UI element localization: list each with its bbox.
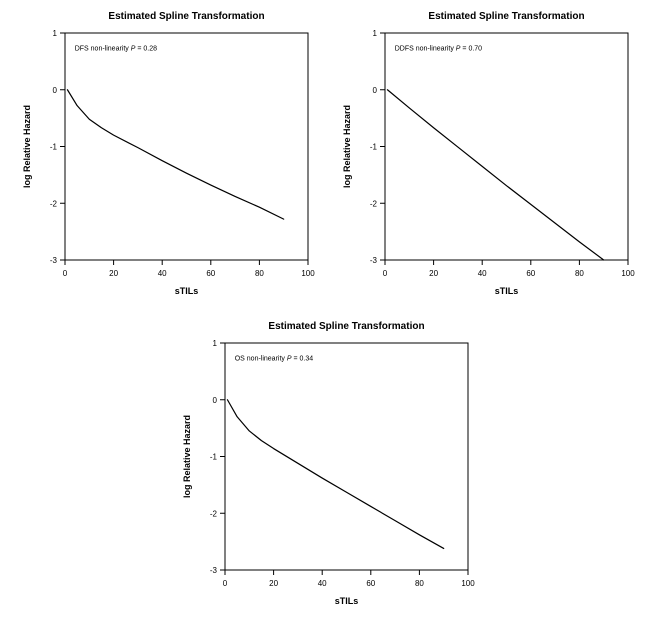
x-tick-label: 80	[255, 269, 264, 278]
x-tick-label: 0	[223, 579, 228, 588]
chart-title: Estimated Spline Transformation	[428, 11, 584, 22]
chart-os: Estimated Spline Transformation 0 20 40 60 80…	[170, 315, 480, 615]
y-tick-label: -3	[50, 256, 58, 265]
y-tick-label: 1	[373, 29, 378, 38]
x-axis-label: sTILs	[335, 596, 359, 606]
annotation-suffix: = 0.70	[460, 46, 482, 53]
x-tick-label: 20	[109, 269, 118, 278]
x-tick-label: 100	[301, 269, 315, 278]
y-tick-label: 1	[213, 339, 218, 348]
y-axis-label: log Relative Hazard	[182, 415, 192, 498]
panel-ddfs: Estimated Spline Transformation 0 20 40 60 80…	[330, 5, 640, 305]
y-tick-label: -2	[370, 199, 378, 208]
chart-ddfs: Estimated Spline Transformation 0 20 40 60 80…	[330, 5, 640, 305]
nonlinearity-annotation: OS non-linearity P = 0.34	[235, 356, 314, 363]
y-tick-label: 1	[53, 29, 58, 38]
x-tick-label: 100	[621, 269, 635, 278]
annotation-suffix: = 0.34	[292, 356, 314, 363]
x-tick-label: 40	[158, 269, 167, 278]
x-tick-label: 0	[383, 269, 388, 278]
chart-title: Estimated Spline Transformation	[108, 11, 264, 22]
x-tick-label: 60	[526, 269, 535, 278]
chart-dfs: Estimated Spline Transformation 0 20 40 60 80…	[10, 5, 320, 305]
y-tick-label: -1	[50, 143, 58, 152]
y-axis-label: log Relative Hazard	[342, 105, 352, 188]
panel-dfs: Estimated Spline Transformation 0 20 40 60 80…	[10, 5, 320, 305]
y-tick-label: 0	[53, 86, 58, 95]
x-tick-label: 40	[318, 579, 327, 588]
y-tick-label: -2	[50, 199, 58, 208]
annotation-prefix: DFS non-linearity	[75, 46, 131, 53]
x-tick-label: 60	[206, 269, 215, 278]
annotation-prefix: OS non-linearity	[235, 356, 287, 363]
chart-title: Estimated Spline Transformation	[268, 321, 424, 332]
x-tick-label: 20	[269, 579, 278, 588]
y-tick-label: -1	[210, 453, 218, 462]
y-tick-label: 0	[373, 86, 378, 95]
y-tick-label: -3	[210, 566, 218, 575]
y-tick-label: 0	[213, 396, 218, 405]
x-tick-label: 20	[429, 269, 438, 278]
x-tick-label: 60	[366, 579, 375, 588]
x-tick-label: 80	[575, 269, 584, 278]
x-tick-label: 0	[63, 269, 68, 278]
annotation-suffix: = 0.28	[135, 46, 157, 53]
nonlinearity-annotation: DFS non-linearity P = 0.28	[75, 46, 157, 53]
y-tick-label: -2	[210, 509, 218, 518]
x-tick-label: 100	[461, 579, 475, 588]
x-tick-label: 80	[415, 579, 424, 588]
y-tick-label: -3	[370, 256, 378, 265]
y-axis-label: log Relative Hazard	[22, 105, 32, 188]
figure-page: Estimated Spline Transformation 0 20 40 60 80…	[0, 0, 650, 627]
x-axis-label: sTILs	[175, 286, 199, 296]
panel-os: Estimated Spline Transformation 0 20 40 60 80…	[170, 315, 480, 615]
y-tick-label: -1	[370, 143, 378, 152]
x-axis-label: sTILs	[495, 286, 519, 296]
x-tick-label: 40	[478, 269, 487, 278]
nonlinearity-annotation: DDFS non-linearity P = 0.70	[395, 46, 482, 53]
annotation-prefix: DDFS non-linearity	[395, 46, 456, 53]
